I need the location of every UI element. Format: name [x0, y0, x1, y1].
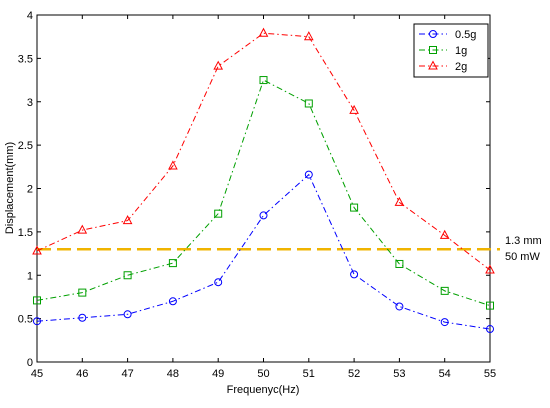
x-tick-label: 51 [303, 368, 315, 380]
data-point [33, 317, 41, 326]
data-point [486, 325, 494, 334]
y-tick-label: 4 [27, 10, 33, 22]
data-point [122, 215, 133, 225]
legend-marker [429, 46, 437, 54]
data-point [258, 27, 269, 37]
data-point [168, 259, 177, 268]
y-tick-label: 2.5 [18, 140, 33, 152]
data-point [394, 196, 405, 206]
data-point [440, 318, 449, 327]
series-2g [32, 27, 495, 274]
y-tick-label: 0.5 [18, 314, 33, 326]
data-point [304, 170, 313, 179]
x-tick-label: 53 [393, 368, 405, 380]
x-axis-ticks: 45 46 47 48 49 50 51 52 53 54 55 [31, 15, 496, 380]
data-point [77, 224, 88, 234]
data-point [214, 209, 223, 218]
legend-label: 0.5g [455, 29, 476, 41]
series-line [36, 32, 491, 271]
data-point [213, 60, 224, 70]
data-point [349, 104, 359, 114]
y-tick-label: 3.5 [18, 53, 33, 65]
data-point [304, 99, 313, 108]
data-point [440, 286, 449, 295]
annotation-line-1: 1.3 mm [505, 235, 542, 247]
data-point [168, 297, 177, 306]
y-axis-ticks: 0 0.5 1 1.5 2 2.5 3 3.5 4 [18, 10, 490, 369]
data-point [303, 31, 314, 41]
y-axis-label: Displacement(mm) [4, 142, 16, 234]
y-tick-label: 3 [27, 97, 33, 109]
data-point [78, 313, 87, 322]
y-tick-label: 1 [27, 270, 33, 282]
legend-label: 2g [455, 61, 467, 73]
x-tick-label: 47 [121, 368, 133, 380]
data-point [32, 245, 42, 255]
legend-box [413, 23, 489, 78]
data-point [259, 211, 268, 220]
legend-entry: 2g [419, 60, 467, 73]
series-0.5g [33, 170, 494, 334]
data-point [168, 160, 178, 170]
x-tick-label: 55 [484, 368, 496, 380]
x-tick-label: 45 [31, 368, 43, 380]
data-point [33, 296, 41, 305]
legend-label: 1g [455, 45, 467, 57]
data-point [485, 264, 495, 274]
data-point [350, 203, 359, 212]
x-tick-label: 52 [348, 368, 360, 380]
series-1g [33, 76, 494, 310]
x-tick-label: 49 [212, 368, 224, 380]
y-tick-label: 1.5 [18, 227, 33, 239]
x-tick-label: 48 [167, 368, 179, 380]
data-point [78, 288, 87, 297]
data-point [123, 271, 132, 280]
legend-marker [429, 30, 437, 38]
series-line [36, 79, 491, 307]
legend-entry: 0.5g [419, 29, 476, 41]
data-point [439, 229, 450, 239]
legend: 0.5g 1g 2g [413, 23, 489, 78]
y-tick-label: 0 [27, 357, 33, 369]
annotation-line-2: 50 mW [505, 251, 540, 263]
series-line [36, 173, 491, 330]
data-point [395, 259, 404, 268]
x-axis-label: Frequenyc(Hz) [227, 384, 300, 396]
data-point [395, 302, 404, 311]
data-point [486, 301, 494, 310]
data-point [123, 310, 132, 319]
x-tick-label: 50 [257, 368, 269, 380]
y-tick-label: 2 [27, 184, 33, 196]
x-tick-label: 54 [439, 368, 451, 380]
legend-marker [428, 60, 438, 70]
series-layer [32, 27, 495, 334]
x-tick-label: 46 [76, 368, 88, 380]
legend-entry: 1g [419, 45, 467, 57]
data-point [259, 76, 268, 85]
data-point [350, 270, 359, 279]
data-point [214, 278, 223, 287]
